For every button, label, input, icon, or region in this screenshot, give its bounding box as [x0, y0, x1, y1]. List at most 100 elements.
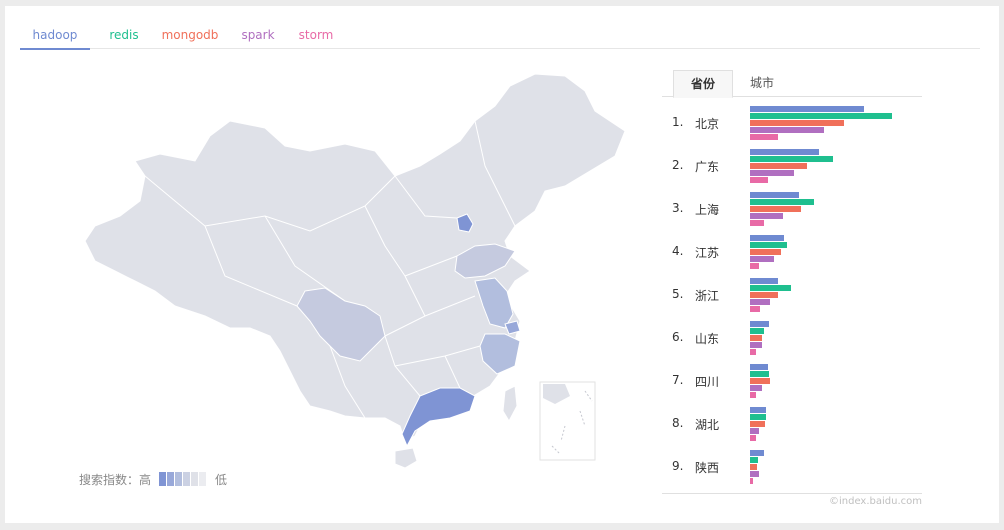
bar-spark[interactable] [750, 471, 759, 477]
bar-storm[interactable] [750, 263, 759, 269]
bar-mongodb[interactable] [750, 464, 757, 470]
bar-spark[interactable] [750, 299, 770, 305]
map-region-shandong[interactable] [454, 243, 516, 279]
bar-redis[interactable] [750, 242, 787, 248]
bar-storm[interactable] [750, 349, 756, 355]
region-name: 陕西 [695, 461, 720, 475]
legend-swatch [183, 472, 191, 486]
china-map-svg [84, 73, 626, 469]
bar-spark[interactable] [750, 170, 794, 176]
ranking-row: 5. 浙江 [662, 274, 922, 317]
bar-mongodb[interactable] [750, 120, 844, 126]
bar-hadoop[interactable] [750, 364, 768, 370]
tab-mongodb[interactable]: mongodb [161, 28, 219, 42]
map-region-guangdong[interactable] [401, 387, 476, 448]
bar-hadoop[interactable] [750, 192, 799, 198]
bar-group [750, 145, 920, 188]
bar-hadoop[interactable] [750, 149, 819, 155]
legend-high-label: 搜索指数：高 [79, 472, 152, 487]
tab-hadoop[interactable]: hadoop [20, 28, 90, 50]
chart-panel: hadoop redis mongodb spark storm [5, 6, 999, 523]
bar-group [750, 360, 920, 403]
china-map [65, 66, 635, 476]
bar-hadoop[interactable] [750, 450, 764, 456]
tab-storm[interactable]: storm [298, 28, 334, 42]
bar-group [750, 446, 920, 489]
bar-storm[interactable] [750, 306, 760, 312]
map-region-zhejiang[interactable] [479, 333, 521, 375]
tab-city[interactable]: 城市 [749, 76, 774, 90]
map-region-shanghai[interactable] [504, 320, 521, 335]
region-name: 广东 [695, 160, 720, 174]
map-region-taiwan[interactable] [502, 385, 518, 423]
bar-spark[interactable] [750, 385, 762, 391]
bar-redis[interactable] [750, 199, 814, 205]
ranking-row: 7. 四川 [662, 360, 922, 403]
bar-spark[interactable] [750, 213, 783, 219]
ranking-row: 4. 江苏 [662, 231, 922, 274]
map-region-beijing[interactable] [456, 213, 474, 233]
bar-spark[interactable] [750, 342, 762, 348]
ranking-row: 9. 陕西 [662, 446, 922, 489]
legend-low-label: 低 [215, 472, 228, 487]
bar-group [750, 188, 920, 231]
bar-mongodb[interactable] [750, 206, 801, 212]
ranking-row: 6. 山东 [662, 317, 922, 360]
bar-redis[interactable] [750, 328, 764, 334]
region-name: 江苏 [695, 246, 720, 260]
south-china-sea-inset [539, 381, 596, 461]
map-region-sichuan[interactable] [296, 287, 386, 362]
bar-spark[interactable] [750, 256, 774, 262]
ranking-row: 2. 广东 [662, 145, 922, 188]
rank-number: 9. [672, 459, 684, 473]
bar-storm[interactable] [750, 392, 756, 398]
tab-spark[interactable]: spark [241, 28, 275, 42]
ranking-row: 1. 北京 [662, 102, 922, 145]
bar-spark[interactable] [750, 428, 759, 434]
bar-spark[interactable] [750, 127, 824, 133]
rank-number: 8. [672, 416, 684, 430]
bar-storm[interactable] [750, 220, 764, 226]
rank-number: 4. [672, 244, 684, 258]
bar-mongodb[interactable] [750, 292, 778, 298]
bar-redis[interactable] [750, 457, 758, 463]
bar-redis[interactable] [750, 156, 833, 162]
ranking-tabs: 省份 城市 [662, 70, 922, 98]
region-name: 四川 [695, 375, 720, 389]
bar-storm[interactable] [750, 478, 753, 484]
ranking-row: 3. 上海 [662, 188, 922, 231]
legend-swatch [191, 472, 199, 486]
legend-swatches [159, 472, 207, 486]
bar-hadoop[interactable] [750, 407, 766, 413]
bar-mongodb[interactable] [750, 421, 765, 427]
bar-hadoop[interactable] [750, 321, 769, 327]
map-region-jiangsu[interactable] [474, 277, 514, 329]
rank-number: 3. [672, 201, 684, 215]
legend-swatch [199, 472, 207, 486]
bar-redis[interactable] [750, 285, 791, 291]
bar-redis[interactable] [750, 371, 769, 377]
bar-mongodb[interactable] [750, 335, 762, 341]
keyword-tabs: hadoop redis mongodb spark storm [20, 24, 980, 50]
tab-province[interactable]: 省份 [673, 70, 733, 98]
bar-mongodb[interactable] [750, 378, 770, 384]
bar-storm[interactable] [750, 177, 768, 183]
region-name: 浙江 [695, 289, 720, 303]
bar-redis[interactable] [750, 414, 766, 420]
bar-hadoop[interactable] [750, 235, 784, 241]
map-region-hainan[interactable] [394, 447, 418, 469]
region-name: 上海 [695, 203, 720, 217]
rank-number: 5. [672, 287, 684, 301]
bar-hadoop[interactable] [750, 278, 778, 284]
tab-redis[interactable]: redis [109, 28, 139, 42]
bar-mongodb[interactable] [750, 163, 807, 169]
bar-hadoop[interactable] [750, 106, 864, 112]
ranking-divider [662, 493, 922, 494]
source-credit: ©index.baidu.com [828, 496, 922, 507]
bar-redis[interactable] [750, 113, 892, 119]
bar-storm[interactable] [750, 435, 756, 441]
legend-swatch [175, 472, 183, 486]
bar-mongodb[interactable] [750, 249, 781, 255]
bar-storm[interactable] [750, 134, 778, 140]
region-name: 山东 [695, 332, 720, 346]
